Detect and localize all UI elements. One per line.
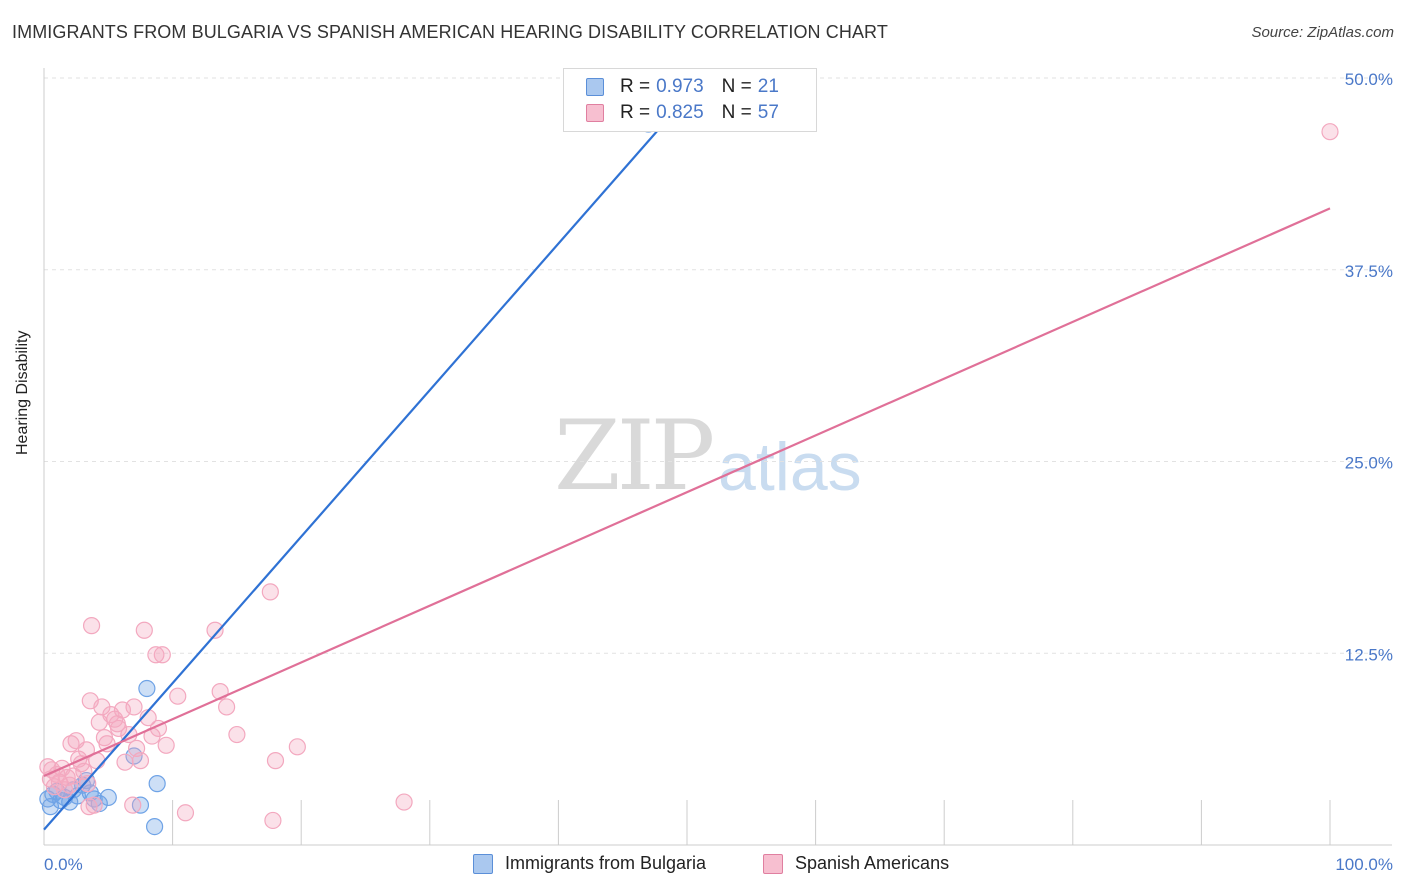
point-spanish (61, 776, 79, 794)
x-tick-label: 0.0% (44, 855, 83, 874)
legend-r-label: R = (620, 102, 651, 123)
point-spanish (228, 725, 246, 744)
bottom-legend-label-spanish: Spanish Americans (795, 853, 950, 873)
watermark-zip: ZIP (554, 400, 715, 512)
trend-line-bulgaria (43, 111, 675, 831)
point-spanish (1321, 123, 1339, 141)
y-axis-label: Hearing Disability (14, 330, 31, 456)
point-spanish (395, 793, 413, 811)
y-tick-label: 50.0% (1345, 70, 1393, 89)
point-spanish (153, 646, 171, 664)
bottom-legend: Immigrants from Bulgaria Spanish America… (0, 851, 1406, 877)
point-spanish (135, 621, 153, 639)
source-label: Source: ZipAtlas.com (1251, 24, 1394, 41)
point-bulgaria (99, 788, 117, 807)
point-spanish (124, 796, 142, 814)
point-spanish (64, 767, 83, 785)
legend-row-spanish: R = 0.825 N = 57 (586, 101, 779, 125)
legend-r-value: 0.825 (656, 102, 704, 123)
legend: R = 0.973 N = 21 R = 0.825 N = 57 (563, 68, 817, 132)
legend-n-value: 57 (757, 102, 779, 123)
y-tick-label: 25.0% (1345, 454, 1393, 473)
legend-swatch-bulgaria (586, 78, 604, 96)
bottom-legend-label-bulgaria: Immigrants from Bulgaria (505, 853, 707, 873)
legend-row-bulgaria: R = 0.973 N = 21 (586, 75, 779, 99)
point-spanish (218, 698, 236, 716)
x-tick-label: 100.0% (1335, 855, 1393, 874)
legend-n-label: N = (721, 76, 752, 97)
grid (44, 77, 1392, 654)
point-spanish (147, 646, 165, 664)
point-spanish (116, 753, 134, 771)
tick-labels: 12.5% 25.0% 37.5% 50.0% 0.0% 100.0% (44, 70, 1393, 874)
point-spanish (125, 698, 143, 716)
point-bulgaria (145, 817, 164, 836)
legend-swatch-spanish (586, 104, 604, 122)
chart-title: IMMIGRANTS FROM BULGARIA VS SPANISH AMER… (12, 22, 888, 42)
axes (43, 68, 1392, 846)
trend-line-spanish (43, 207, 1331, 777)
legend-r-value: 0.973 (656, 76, 704, 97)
y-tick-label: 37.5% (1345, 262, 1393, 281)
point-spanish (131, 752, 150, 770)
point-spanish (288, 738, 306, 756)
bottom-legend-swatch-bulgaria (473, 853, 493, 874)
point-bulgaria (138, 679, 156, 698)
bottom-legend-spanish[interactable]: Spanish Americans (763, 853, 949, 874)
point-spanish (82, 617, 101, 635)
points (39, 115, 1339, 836)
point-spanish (206, 621, 224, 639)
point-spanish (266, 752, 285, 770)
point-spanish (108, 715, 126, 733)
trend-lines (43, 111, 1331, 831)
point-spanish (169, 687, 187, 705)
point-bulgaria (148, 775, 166, 793)
point-spanish (176, 804, 195, 822)
point-spanish (264, 811, 282, 830)
bottom-legend-swatch-spanish (763, 853, 783, 874)
point-spanish (157, 736, 175, 754)
legend-r-label: R = (620, 76, 651, 97)
point-spanish (79, 775, 97, 793)
legend-n-label: N = (721, 102, 752, 123)
point-spanish (261, 583, 279, 601)
point-spanish (62, 735, 80, 753)
legend-n-value: 21 (757, 76, 779, 97)
point-spanish (85, 796, 103, 814)
y-tick-label: 12.5% (1345, 645, 1393, 664)
bottom-legend-bulgaria[interactable]: Immigrants from Bulgaria (473, 853, 706, 874)
